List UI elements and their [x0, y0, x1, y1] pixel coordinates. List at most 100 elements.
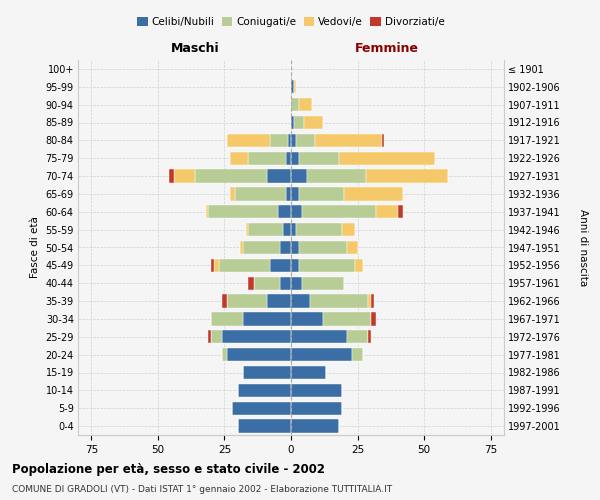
Bar — [307, 170, 365, 183]
Bar — [169, 170, 174, 183]
Bar — [371, 312, 376, 326]
Bar — [230, 187, 235, 200]
Bar — [208, 330, 211, 344]
Bar — [222, 330, 291, 344]
Bar — [368, 330, 371, 344]
Bar — [304, 116, 323, 129]
Y-axis label: Fasce di età: Fasce di età — [30, 216, 40, 278]
Bar — [283, 223, 291, 236]
Bar — [286, 187, 291, 200]
Bar — [291, 223, 296, 236]
Text: Femmine: Femmine — [355, 42, 419, 54]
Bar — [352, 348, 363, 362]
Legend: Celibi/Nubili, Coniugati/e, Vedovi/e, Divorziati/e: Celibi/Nubili, Coniugati/e, Vedovi/e, Di… — [133, 12, 449, 31]
Bar — [208, 205, 278, 218]
Bar — [291, 348, 352, 362]
Bar — [299, 241, 347, 254]
Bar — [248, 276, 254, 290]
Text: COMUNE DI GRADOLI (VT) - Dati ISTAT 1° gennaio 2002 - Elaborazione TUTTITALIA.IT: COMUNE DI GRADOLI (VT) - Dati ISTAT 1° g… — [12, 485, 392, 494]
Bar — [344, 187, 403, 200]
Bar — [299, 258, 355, 272]
Bar — [248, 152, 286, 165]
Bar — [291, 330, 347, 344]
Bar — [315, 134, 382, 147]
Bar — [195, 170, 267, 183]
Bar — [291, 205, 302, 218]
Bar — [291, 294, 310, 308]
Bar — [222, 348, 227, 362]
Bar — [365, 170, 448, 183]
Bar — [291, 170, 307, 183]
Bar — [323, 312, 371, 326]
Bar — [241, 241, 243, 254]
Bar — [291, 241, 299, 254]
Bar — [280, 276, 291, 290]
Bar — [270, 258, 291, 272]
Bar — [278, 205, 291, 218]
Bar — [291, 402, 341, 415]
Bar — [291, 116, 293, 129]
Bar — [243, 312, 291, 326]
Text: Maschi: Maschi — [171, 42, 220, 54]
Bar — [214, 258, 219, 272]
Bar — [291, 312, 323, 326]
Bar — [299, 187, 344, 200]
Bar — [347, 241, 358, 254]
Bar — [270, 134, 289, 147]
Bar — [246, 223, 248, 236]
Bar — [227, 348, 291, 362]
Bar — [243, 366, 291, 379]
Bar — [243, 241, 280, 254]
Y-axis label: Anni di nascita: Anni di nascita — [578, 209, 588, 286]
Bar — [296, 223, 341, 236]
Bar — [291, 420, 339, 433]
Bar — [289, 134, 291, 147]
Bar — [219, 258, 270, 272]
Text: Popolazione per età, sesso e stato civile - 2002: Popolazione per età, sesso e stato civil… — [12, 462, 325, 475]
Bar — [291, 187, 299, 200]
Bar — [347, 330, 368, 344]
Bar — [254, 276, 280, 290]
Bar — [211, 258, 214, 272]
Bar — [339, 152, 435, 165]
Bar — [293, 116, 304, 129]
Bar — [174, 170, 195, 183]
Bar — [291, 80, 293, 94]
Bar — [398, 205, 403, 218]
Bar — [291, 134, 296, 147]
Bar — [291, 366, 326, 379]
Bar — [299, 152, 339, 165]
Bar — [267, 170, 291, 183]
Bar — [238, 384, 291, 397]
Bar — [310, 294, 368, 308]
Bar — [230, 152, 248, 165]
Bar — [355, 258, 363, 272]
Bar — [232, 402, 291, 415]
Bar — [248, 223, 283, 236]
Bar — [376, 205, 398, 218]
Bar — [267, 294, 291, 308]
Bar — [291, 152, 299, 165]
Bar — [286, 152, 291, 165]
Bar — [368, 294, 371, 308]
Bar — [227, 134, 270, 147]
Bar — [302, 205, 376, 218]
Bar — [296, 134, 315, 147]
Bar — [206, 205, 208, 218]
Bar — [382, 134, 384, 147]
Bar — [302, 276, 344, 290]
Bar — [299, 98, 313, 112]
Bar — [238, 420, 291, 433]
Bar — [291, 384, 341, 397]
Bar — [293, 80, 296, 94]
Bar — [291, 258, 299, 272]
Bar — [227, 294, 267, 308]
Bar — [371, 294, 374, 308]
Bar — [211, 330, 222, 344]
Bar — [280, 241, 291, 254]
Bar — [211, 312, 243, 326]
Bar — [235, 187, 286, 200]
Bar — [341, 223, 355, 236]
Bar — [291, 98, 299, 112]
Bar — [222, 294, 227, 308]
